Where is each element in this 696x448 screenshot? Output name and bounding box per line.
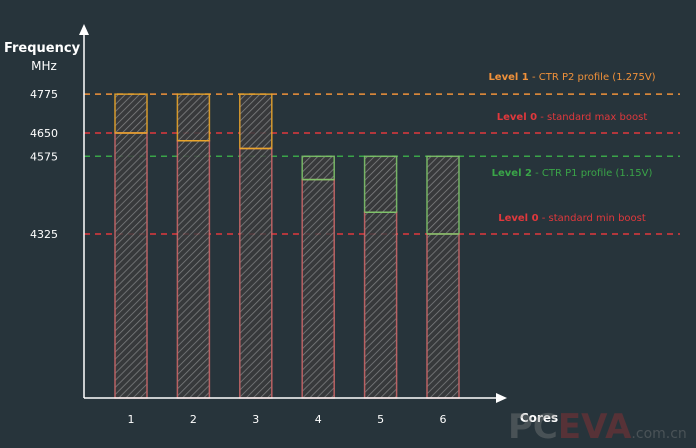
y-tick-label: 4650 — [30, 127, 58, 140]
y-tick-label: 4325 — [30, 228, 58, 241]
x-tick-label: 3 — [252, 413, 259, 426]
y-tick-label: 4575 — [30, 150, 58, 163]
boost-bar-segment — [301, 155, 335, 181]
y-tick-label: 4775 — [30, 88, 58, 101]
x-tick-label: 2 — [190, 413, 197, 426]
base-bar — [176, 140, 211, 399]
base-bar — [426, 233, 460, 399]
reference-label: Level 0 - standard max boost — [497, 112, 648, 123]
boost-bar-segment — [114, 93, 148, 134]
y-axis-title: Frequency — [4, 41, 81, 56]
x-tick-label: 4 — [315, 413, 322, 426]
watermark-logo: PCEVA.com.cn — [508, 407, 687, 447]
base-bar — [301, 178, 335, 399]
y-axis-arrow-icon — [79, 24, 89, 35]
y-axis-unit: MHz — [31, 59, 57, 73]
reference-label: Level 1 - CTR P2 profile (1.275V) — [488, 72, 655, 83]
x-axis-title: Cores — [520, 411, 558, 425]
boost-bar-segment — [426, 155, 460, 235]
x-axis-arrow-icon — [496, 393, 507, 403]
x-tick-label: 5 — [377, 413, 384, 426]
reference-label: Level 0 - standard min boost — [498, 213, 646, 224]
base-bar — [114, 132, 148, 399]
x-tick-label: 6 — [440, 413, 447, 426]
reference-label: Level 2 - CTR P1 profile (1.15V) — [492, 168, 653, 179]
base-bar — [363, 211, 398, 399]
boost-bar-segment — [363, 155, 398, 213]
base-bar — [239, 147, 273, 399]
boost-bar-segment — [176, 93, 211, 142]
boost-bar-segment — [239, 93, 273, 150]
x-tick-label: 1 — [128, 413, 135, 426]
